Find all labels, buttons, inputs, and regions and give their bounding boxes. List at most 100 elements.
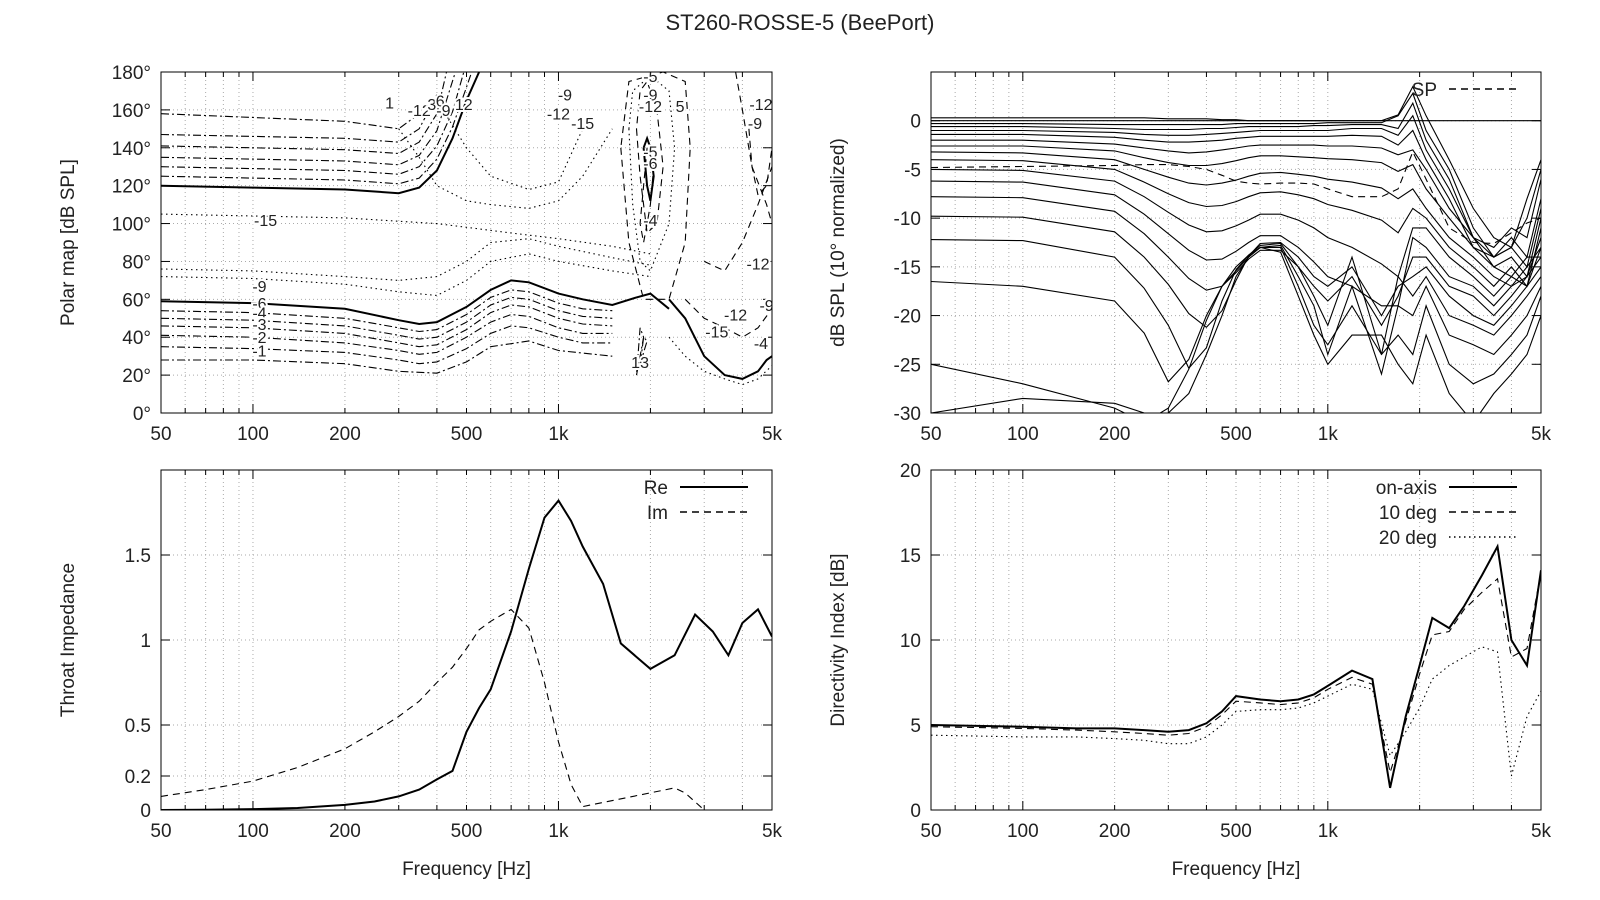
contour-line [703,166,772,272]
series-line-20- [931,92,1541,258]
directivity-xtick-label: 200 [1099,821,1131,842]
series-line-160- [931,246,1541,413]
directivity-ytick-label: 5 [910,716,921,737]
contour-label: -15 [705,325,728,342]
contour-line [161,313,613,355]
contour-line [628,75,676,272]
directivity-xlabel: Frequency [Hz] [1172,859,1301,880]
polar-xtick-label: 5k [762,424,783,445]
directivity-plot-area [931,543,1541,789]
polar-ytick-label: 60° [122,290,151,311]
contour-label: -3 [252,317,266,334]
contour-label: -6 [252,296,266,313]
series-line-sp [931,150,1541,245]
spl-plot-area [931,85,1541,413]
series-line-110- [931,180,1541,307]
figure-title: ST260-ROSSE-5 (BeePort) [666,10,935,35]
impedance-xtick-label: 100 [237,821,269,842]
spl-ytick-label: 0 [910,112,921,133]
polar-frame [160,71,773,414]
impedance-legend-label: Re [644,478,668,499]
directivity-ytick-label: 15 [900,546,921,567]
series-line-40- [931,114,1541,259]
contour-label: -9 [748,116,762,133]
contour-label: 3 [427,97,436,114]
polar-ytick-label: 0° [133,404,151,425]
spl-legend-label: SP [1412,80,1437,101]
contour-line [668,336,772,386]
polar-ylabel: Polar map [dB SPL] [58,159,79,326]
contour-label: -12 [749,97,772,114]
contour-line [668,298,772,380]
series-line-20-deg [931,646,1541,777]
contour-label: -2 [252,330,266,347]
polar-ytick-label: 120° [112,177,151,198]
series-line-30- [931,101,1541,249]
polar-plot-area: 1 -123 6-9 12-15-9-6-4-3-2-1-9-12-15-5-9-12… [161,69,772,386]
series-line-130- [931,215,1541,329]
contour-line [161,340,613,374]
contour-label: -12 [746,256,769,273]
directivity-frame [930,469,1542,811]
contour-line [161,94,438,143]
polar-xtick-label: 200 [329,424,361,445]
spl-frame [930,71,1542,414]
series-line-170- [931,246,1541,413]
spl-xtick-label: 500 [1220,424,1252,445]
contour-line [161,72,448,155]
contour-label: -4 [252,306,266,323]
contour-line [161,289,613,333]
contour-label: -9 [252,279,266,296]
series-line-60- [931,139,1541,278]
contour-label: -5 [643,69,657,86]
spl-xtick-label: 50 [920,424,941,445]
impedance-plot-area [161,498,772,810]
spl-ytick-label: -15 [894,258,921,279]
impedance-ytick-label: 1 [140,631,151,652]
spl-xtick-label: 1k [1318,424,1339,445]
impedance-xtick-label: 200 [329,821,361,842]
impedance-xtick-label: 50 [150,821,171,842]
contour-label: -9 [436,103,450,120]
impedance-xtick-label: 500 [451,821,483,842]
polar-ytick-label: 20° [122,366,151,387]
impedance-ylabel: Throat Impedance [58,563,79,717]
contour-label: 6 [436,93,445,110]
series-line-140- [931,239,1541,370]
contour-line [161,72,481,195]
contour-line [161,72,465,175]
polar-ytick-label: 180° [112,63,151,84]
directivity-ytick-label: 10 [900,631,921,652]
series-line-80- [931,151,1541,287]
contour-label: -12 [724,307,747,324]
directivity-ylabel: Directivity Index [dB] [828,553,849,726]
directivity-index-chart: 0 5 10 15 20 50 100 200 500 1k 5k Directivity Index… [828,461,1552,880]
impedance-xtick-label: 5k [762,821,783,842]
polar-xtick-label: 500 [451,424,483,445]
polar-ytick-label: 160° [112,101,151,122]
impedance-ytick-label: 0.5 [125,716,151,737]
contour-line [161,113,420,130]
series-line-0- [931,85,1541,249]
series-line-50- [931,129,1541,269]
directivity-xtick-label: 500 [1220,821,1252,842]
contour-label: 1 [385,95,394,112]
polar-xtick-label: 100 [237,424,269,445]
contour-label: -12 [408,103,431,120]
directivity-ytick-label: 0 [910,801,921,822]
contour-line [161,253,651,297]
spl-xtick-label: 5k [1531,424,1552,445]
contour-line [161,72,473,185]
contour-line [161,325,613,365]
impedance-legend-label: Im [647,503,668,524]
contour-line [635,80,664,235]
contour-label: 5 [676,99,685,116]
spl-xtick-label: 100 [1007,424,1039,445]
contour-label: -1 [252,343,266,360]
impedance-ytick-label: 1.5 [125,546,151,567]
contour-label: -5 [643,145,657,162]
directivity-legend-label: 20 deg [1379,528,1437,549]
contour-line [161,213,651,255]
